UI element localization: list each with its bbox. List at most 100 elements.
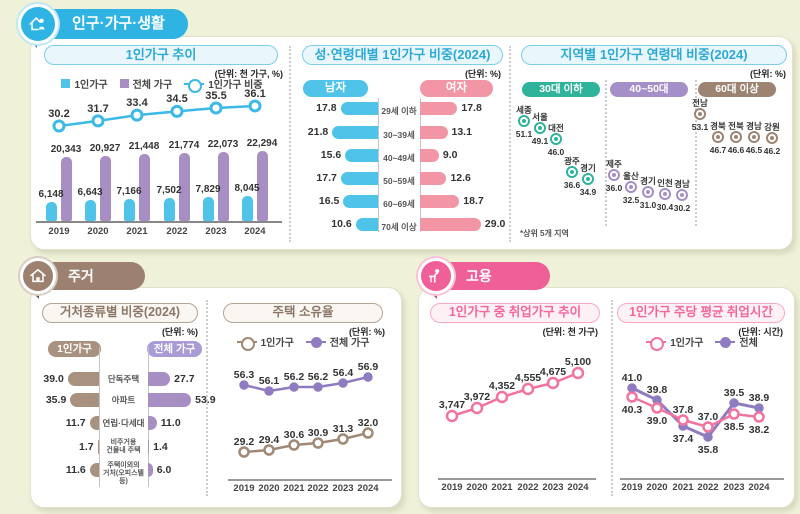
section-title: 주거	[68, 268, 94, 284]
ownership-unit: (단위: %)	[348, 327, 385, 337]
year-label: 2022	[166, 226, 188, 237]
year-label: 2024	[357, 483, 379, 494]
house-person-icon	[29, 17, 45, 31]
bar-single	[45, 201, 57, 221]
x-axis	[36, 221, 282, 223]
single-bar	[97, 440, 99, 454]
bar-total	[218, 152, 229, 221]
region-value: 31.0	[639, 200, 657, 211]
bar-single	[241, 195, 253, 221]
year-label: 2021	[672, 482, 694, 493]
age-label: 70세 이상	[381, 222, 417, 232]
region-dot	[712, 130, 724, 143]
employed-value: 4,352	[488, 380, 516, 392]
gender-age-chart: 17.8 17.8 29세 이하 21.8 13.1 30~39세 15.6 9.0 40~49…	[292, 78, 505, 238]
single-value: 1.7	[79, 441, 94, 453]
section-header-employment: 고용	[410, 256, 550, 302]
gender-age-panel-title: 성·연령대별 1인가구 비중(2024)	[302, 45, 503, 65]
divider-line	[378, 98, 379, 232]
total-value: 53.9	[195, 394, 216, 406]
region-group-pill: 40~50대	[610, 82, 688, 97]
ribbon-fold	[30, 290, 39, 299]
region-name: 광주	[564, 156, 580, 167]
year-label: 2022	[307, 483, 329, 494]
ribbon-fold	[28, 39, 37, 48]
region-dot-core	[646, 190, 650, 195]
total-value: 11.0	[160, 417, 181, 429]
region-dot-core	[663, 192, 667, 197]
dwelling-category: 연립·다세대	[99, 419, 148, 428]
region-unit: (단위: %)	[749, 69, 786, 79]
bar-single-label: 6,148	[38, 188, 64, 200]
single-value: 32.0	[357, 417, 379, 429]
ratio-line-marker	[184, 78, 205, 93]
single-bar	[89, 463, 99, 477]
total-household-pill: 전체 가구	[147, 341, 202, 357]
legend-label: 1인가구 비중	[208, 80, 263, 91]
employment-icon-circle	[418, 258, 454, 294]
region-dot	[676, 189, 688, 202]
year-label: 2022	[517, 482, 539, 493]
single-value: 39.0	[43, 373, 64, 385]
region-dot	[566, 166, 578, 179]
region-dot	[659, 188, 671, 201]
panel-separator	[206, 300, 208, 496]
region-dot	[748, 131, 760, 144]
x-axis	[228, 479, 392, 481]
group-separator	[695, 80, 697, 226]
employed-value: 3,972	[463, 391, 491, 403]
ownership-line-svg	[238, 372, 374, 458]
region-dot-core	[612, 172, 616, 177]
year-label: 2023	[542, 482, 564, 493]
female-bar	[420, 126, 448, 139]
bar-single	[202, 196, 214, 221]
total-value: 35.8	[697, 444, 719, 456]
ratio-label: 33.4	[126, 97, 148, 110]
region-value: 49.1	[531, 136, 549, 147]
bar-total-label: 20,927	[89, 142, 121, 154]
male-bar	[340, 102, 378, 115]
male-value: 21.8	[307, 126, 329, 138]
total-value: 27.7	[174, 373, 195, 385]
dwelling-category: 단독주택	[99, 375, 148, 384]
employed-line-svg	[445, 366, 585, 423]
region-dot-core	[698, 111, 702, 116]
region-name: 경남	[746, 121, 762, 132]
total-household-swatch	[119, 79, 129, 88]
region-footnote: *상위 5개 지역	[520, 229, 569, 238]
total-value: 41.0	[621, 372, 643, 384]
bar-single-label: 6,643	[77, 187, 103, 199]
dwelling-category: 비주거용 건물내 주택	[99, 439, 148, 455]
region-dot-core	[629, 185, 633, 190]
single-value: 38.5	[723, 421, 745, 433]
region-value: 46.0	[547, 147, 565, 158]
single-value: 29.4	[258, 434, 280, 446]
section-title: 인구·가구·생활	[72, 15, 165, 32]
dwelling-category: 아파트	[99, 396, 148, 405]
total-value: 56.1	[258, 375, 280, 387]
dwelling-category-line: 거처(오피스텔 등)	[103, 470, 144, 485]
region-dot	[766, 132, 778, 145]
single-value: 29.2	[233, 436, 255, 448]
employed-value: 3,747	[438, 399, 466, 411]
male-value: 10.6	[331, 218, 352, 230]
section-title-band: 주거	[38, 262, 145, 290]
bar-total-label: 21,448	[128, 140, 160, 152]
person-desk-icon	[428, 269, 440, 283]
section-header-housing: 주거	[12, 256, 145, 302]
housing-icon-circle	[20, 258, 56, 294]
employed-panel-title: 1인가구 중 취업가구 추이	[430, 303, 600, 323]
female-bar	[420, 102, 458, 115]
region-name: 세종	[516, 105, 532, 115]
dwelling-category-line: 연립·다세대	[102, 418, 145, 428]
year-label: 2022	[697, 482, 719, 493]
region-group-pill: 60대 이상	[698, 82, 776, 97]
bar-single-label: 8,045	[234, 182, 260, 194]
employed-value: 4,675	[539, 366, 567, 378]
x-axis	[620, 478, 784, 480]
bar-single-label: 7,166	[116, 185, 142, 197]
single-value: 39.0	[646, 415, 668, 427]
trend-chart: 6,148 20,343 2019 6,643 20,927 2020 7,166 21,44…	[34, 85, 286, 237]
region-value: 46.2	[763, 146, 781, 157]
